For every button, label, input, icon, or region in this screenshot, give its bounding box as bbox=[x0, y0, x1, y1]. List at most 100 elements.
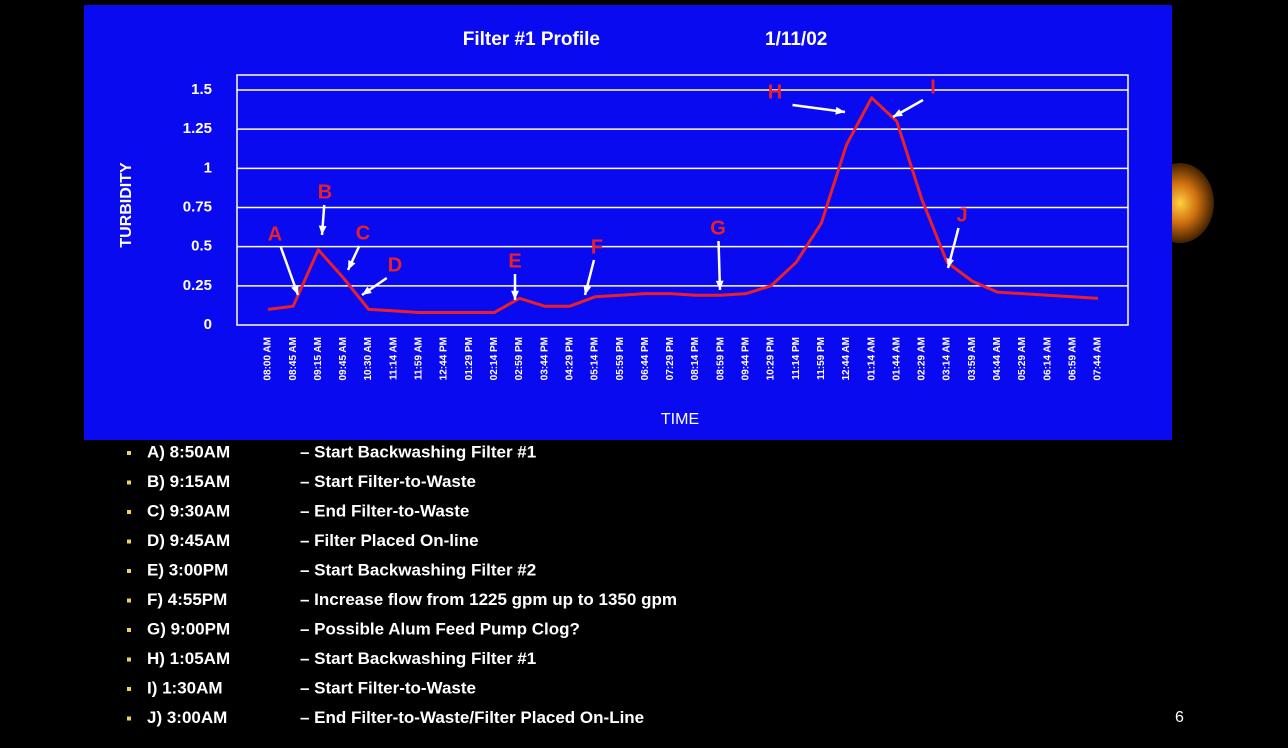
x-tick-label: 06:44 PM bbox=[640, 337, 651, 380]
annotation-letter: G bbox=[710, 217, 726, 239]
annotation-letter: B bbox=[318, 181, 332, 203]
bullet bbox=[127, 628, 131, 632]
x-tick-label: 05:14 PM bbox=[590, 337, 601, 380]
x-tick-label: 06:14 AM bbox=[1042, 337, 1053, 381]
note-label: A) 8:50AM bbox=[147, 442, 230, 461]
note-text: – Start Filter-to-Waste bbox=[300, 472, 476, 491]
note-label: G) 9:00PM bbox=[147, 619, 230, 638]
x-tick-label: 08:14 PM bbox=[690, 337, 701, 380]
x-tick-label: 07:44 AM bbox=[1093, 337, 1104, 381]
y-tick-label: 1.5 bbox=[191, 81, 212, 98]
arrow-head bbox=[318, 225, 327, 235]
bullet bbox=[127, 539, 131, 544]
x-tick-label: 11:14 PM bbox=[791, 337, 802, 380]
annotation-letter: H bbox=[768, 81, 782, 103]
note-label: J) 3:00AM bbox=[147, 708, 227, 727]
bullet bbox=[127, 569, 131, 573]
x-tick-label: 09:44 PM bbox=[741, 337, 752, 380]
annotation-letter: J bbox=[956, 204, 967, 226]
bullet bbox=[127, 716, 131, 721]
y-tick-label: 1 bbox=[204, 159, 212, 176]
note-label: B) 9:15AM bbox=[147, 472, 230, 491]
note-text: – Increase flow from 1225 gpm up to 1350… bbox=[300, 590, 677, 609]
annotation-letter: A bbox=[268, 223, 282, 245]
x-tick-label: 10:29 PM bbox=[766, 337, 777, 380]
x-tick-label: 03:44 PM bbox=[539, 337, 550, 380]
arrow-head bbox=[362, 286, 372, 295]
chart-title: Filter #1 Profile bbox=[463, 29, 600, 50]
x-tick-label: 08:00 AM bbox=[263, 337, 274, 381]
note-label: C) 9:30AM bbox=[147, 501, 230, 520]
y-tick-label: 0.75 bbox=[183, 198, 212, 215]
note-text: – Start Backwashing Filter #1 bbox=[300, 649, 536, 668]
x-tick-label: 08:59 PM bbox=[715, 337, 726, 380]
x-tick-label: 01:14 AM bbox=[866, 337, 877, 381]
arrow-head bbox=[835, 106, 845, 115]
arrow-head bbox=[291, 285, 299, 295]
x-tick-label: 09:15 AM bbox=[313, 337, 324, 381]
arrow-head bbox=[511, 290, 519, 300]
chart-subtitle: 1/11/02 bbox=[765, 29, 827, 50]
y-tick-label: 0.5 bbox=[191, 238, 212, 255]
annotation-letter: D bbox=[388, 254, 402, 276]
x-tick-label: 08:45 AM bbox=[288, 337, 299, 381]
x-tick-label: 05:29 AM bbox=[1017, 337, 1028, 381]
bullet bbox=[127, 687, 131, 691]
annotation-letter: E bbox=[508, 250, 521, 272]
arrow-head bbox=[893, 109, 903, 117]
x-tick-label: 11:59 PM bbox=[816, 337, 827, 380]
x-tick-label: 06:59 AM bbox=[1067, 337, 1078, 381]
x-tick-label: 02:14 PM bbox=[489, 337, 500, 380]
arrow-head bbox=[715, 280, 724, 290]
x-tick-label: 11:14 AM bbox=[388, 337, 399, 380]
arrow-head bbox=[348, 260, 356, 270]
note-text: – End Filter-to-Waste bbox=[300, 501, 469, 520]
y-tick-label: 1.25 bbox=[183, 120, 212, 137]
annotation-letter: C bbox=[356, 222, 370, 244]
note-text: – End Filter-to-Waste/Filter Placed On-L… bbox=[300, 708, 644, 727]
note-label: I) 1:30AM bbox=[147, 678, 223, 697]
y-tick-label: 0.25 bbox=[183, 277, 212, 294]
plot-frame bbox=[236, 74, 1129, 326]
bullet bbox=[127, 510, 131, 514]
x-tick-label: 05:59 PM bbox=[615, 337, 626, 380]
data-line bbox=[267, 96, 1099, 314]
x-tick-label: 11:59 AM bbox=[414, 337, 425, 380]
x-tick-label: 12:44 AM bbox=[841, 337, 852, 381]
note-label: E) 3:00PM bbox=[147, 560, 228, 579]
bullet bbox=[127, 480, 131, 485]
x-axis-label: TIME bbox=[661, 411, 699, 428]
bullet bbox=[127, 451, 131, 455]
x-tick-label: 07:29 PM bbox=[665, 337, 676, 380]
chart-panel bbox=[84, 5, 1172, 440]
note-text: – Start Backwashing Filter #1 bbox=[300, 442, 536, 461]
note-text: – Possible Alum Feed Pump Clog? bbox=[300, 619, 580, 638]
note-text: – Filter Placed On-line bbox=[300, 531, 479, 550]
x-tick-label: 04:29 PM bbox=[564, 337, 575, 380]
x-tick-label: 09:45 AM bbox=[338, 337, 349, 381]
x-tick-label: 12:44 PM bbox=[439, 337, 450, 380]
note-label: D) 9:45AM bbox=[147, 531, 230, 550]
annotation-letter: F bbox=[591, 236, 603, 258]
x-tick-label: 10:30 AM bbox=[363, 337, 374, 381]
bullet bbox=[127, 598, 131, 603]
note-label: H) 1:05AM bbox=[147, 649, 230, 668]
x-tick-label: 04:44 AM bbox=[992, 337, 1003, 381]
x-tick-label: 01:44 AM bbox=[891, 337, 902, 381]
annotation-letter: I bbox=[930, 76, 936, 98]
x-tick-label: 02:29 AM bbox=[917, 337, 928, 381]
x-tick-label: 02:59 PM bbox=[514, 337, 525, 380]
note-label: F) 4:55PM bbox=[147, 590, 227, 609]
bullet bbox=[127, 657, 131, 662]
x-tick-label: 03:59 AM bbox=[967, 337, 978, 381]
page-number: 6 bbox=[1175, 709, 1184, 726]
x-tick-label: 01:29 PM bbox=[464, 337, 475, 380]
note-text: – Start Backwashing Filter #2 bbox=[300, 560, 536, 579]
arrow-head bbox=[583, 285, 592, 295]
y-axis-label: TURBIDITY bbox=[118, 162, 135, 248]
x-tick-label: 03:14 AM bbox=[942, 337, 953, 381]
note-text: – Start Filter-to-Waste bbox=[300, 678, 476, 697]
y-tick-label: 0 bbox=[204, 316, 212, 333]
